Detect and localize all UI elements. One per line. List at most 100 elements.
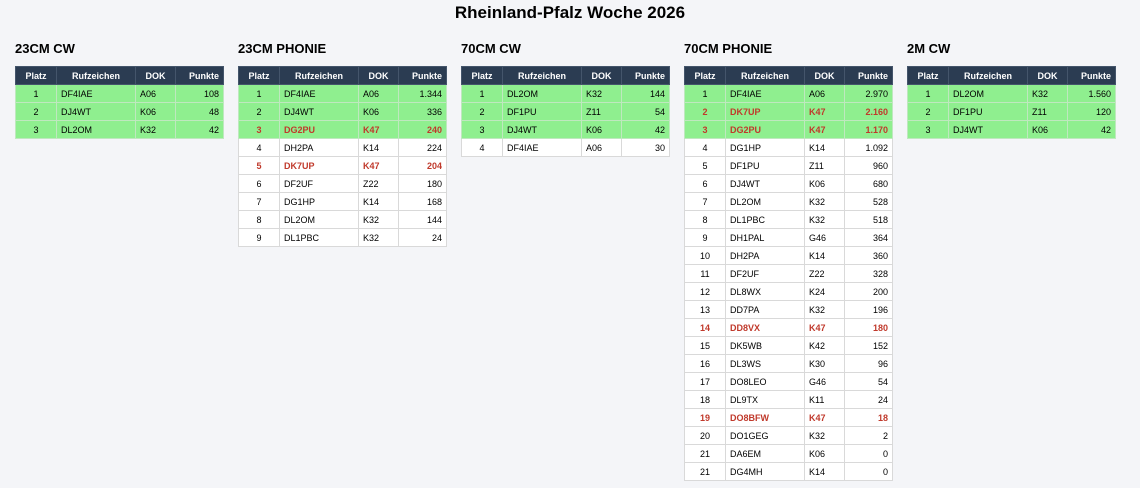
table-row: 2 DK7UP K47 2.160 [684,102,893,121]
cell-platz: 7 [238,192,280,211]
cell-call: DK7UP [725,102,805,121]
cell-dok: G46 [804,228,845,247]
cell-platz: 1 [238,84,280,103]
cell-pts: 180 [398,174,447,193]
cell-platz: 6 [238,174,280,193]
cell-dok: K47 [804,102,845,121]
table-row: 1 DL2OM K32 1.560 [907,84,1116,103]
cell-dok: K32 [358,210,399,229]
cell-pts: 0 [844,462,893,481]
cell-pts: 2 [844,426,893,445]
cell-platz: 4 [461,138,503,157]
cell-pts: 24 [398,228,447,247]
cell-dok: K14 [358,192,399,211]
table-row: 21 DA6EM K06 0 [684,444,893,463]
cell-platz: 3 [461,120,503,139]
cell-platz: 2 [15,102,57,121]
cell-platz: 18 [684,390,726,409]
cell-pts: 42 [621,120,670,139]
cell-platz: 2 [907,102,949,121]
cell-call: DH2PA [725,246,805,265]
cell-dok: K47 [804,120,845,139]
cell-platz: 14 [684,318,726,337]
table-row: 6 DJ4WT K06 680 [684,174,893,193]
cell-pts: 42 [175,120,224,139]
table-row: 1 DF4IAE A06 2.970 [684,84,893,103]
cell-call: DJ4WT [56,102,136,121]
cell-call: DL2OM [279,210,359,229]
cell-call: DJ4WT [502,120,582,139]
cell-call: DL9TX [725,390,805,409]
table-header-row: Platz Rufzeichen DOK Punkte [684,66,893,85]
cell-call: DJ4WT [948,120,1028,139]
cell-platz: 15 [684,336,726,355]
cell-call: DF1PU [948,102,1028,121]
cell-call: DG2PU [279,120,359,139]
column-header-platz: Platz [684,66,726,85]
cell-pts: 54 [621,102,670,121]
band-panel: 23CM CW Platz Rufzeichen DOK Punkte 1 DF4IAE A0… [15,41,224,139]
cell-call: DG1HP [279,192,359,211]
cell-dok: K14 [804,462,845,481]
cell-pts: 144 [621,84,670,103]
cell-pts: 1.560 [1067,84,1116,103]
cell-dok: K47 [358,156,399,175]
column-header-pts: Punkte [844,66,893,85]
table-row: 18 DL9TX K11 24 [684,390,893,409]
results-table: Platz Rufzeichen DOK Punkte 1 DL2OM K32 144 2 DF1… [461,66,670,157]
band-title: 23CM CW [15,41,75,56]
cell-platz: 10 [684,246,726,265]
cell-pts: 680 [844,174,893,193]
cell-call: DF1PU [725,156,805,175]
table-row: 8 DL1PBC K32 518 [684,210,893,229]
cell-dok: K06 [804,444,845,463]
table-row: 19 DO8BFW K47 18 [684,408,893,427]
cell-dok: K24 [804,282,845,301]
cell-pts: 364 [844,228,893,247]
column-header-pts: Punkte [1067,66,1116,85]
cell-dok: Z22 [804,264,845,283]
cell-dok: Z11 [804,156,845,175]
table-row: 15 DK5WB K42 152 [684,336,893,355]
cell-call: DG4MH [725,462,805,481]
table-header-row: Platz Rufzeichen DOK Punkte [461,66,670,85]
cell-call: DF4IAE [279,84,359,103]
column-header-dok: DOK [358,66,399,85]
cell-call: DF4IAE [725,84,805,103]
cell-platz: 21 [684,444,726,463]
table-row: 2 DF1PU Z11 54 [461,102,670,121]
table-header-row: Platz Rufzeichen DOK Punkte [238,66,447,85]
cell-pts: 2.160 [844,102,893,121]
column-header-call: Rufzeichen [948,66,1028,85]
cell-pts: 54 [844,372,893,391]
cell-platz: 3 [238,120,280,139]
cell-call: DL1PBC [279,228,359,247]
cell-platz: 9 [684,228,726,247]
cell-platz: 12 [684,282,726,301]
cell-platz: 3 [15,120,57,139]
cell-platz: 5 [238,156,280,175]
band-title: 70CM CW [461,41,521,56]
table-row: 17 DO8LEO G46 54 [684,372,893,391]
table-row: 10 DH2PA K14 360 [684,246,893,265]
cell-call: DK7UP [279,156,359,175]
column-header-platz: Platz [238,66,280,85]
column-header-pts: Punkte [398,66,447,85]
cell-platz: 1 [907,84,949,103]
column-header-dok: DOK [581,66,622,85]
table-row: 2 DF1PU Z11 120 [907,102,1116,121]
table-row: 8 DL2OM K32 144 [238,210,447,229]
cell-call: DK5WB [725,336,805,355]
cell-platz: 17 [684,372,726,391]
table-row: 7 DL2OM K32 528 [684,192,893,211]
cell-call: DL8WX [725,282,805,301]
column-header-call: Rufzeichen [279,66,359,85]
cell-call: DF4IAE [502,138,582,157]
cell-pts: 180 [844,318,893,337]
table-row: 3 DG2PU K47 1.170 [684,120,893,139]
results-table: Platz Rufzeichen DOK Punkte 1 DF4IAE A06 2.970 2… [684,66,893,481]
cell-platz: 1 [15,84,57,103]
column-header-call: Rufzeichen [502,66,582,85]
cell-call: DF2UF [725,264,805,283]
cell-platz: 2 [461,102,503,121]
